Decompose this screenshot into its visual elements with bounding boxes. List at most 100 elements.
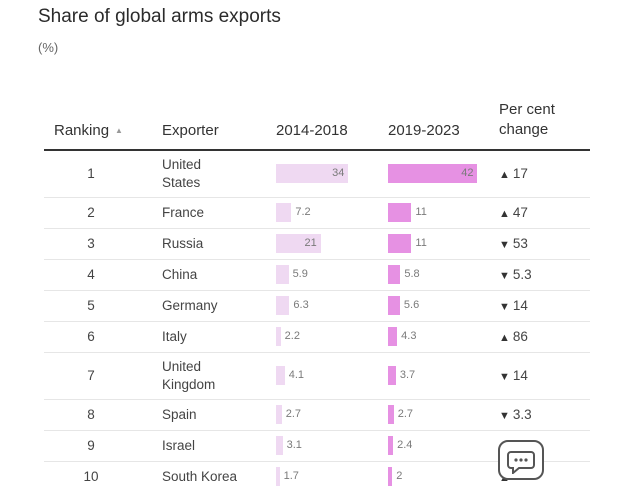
bar-2014-2018-label: 7.2 xyxy=(295,205,311,218)
bar-2019-2023 xyxy=(388,435,394,455)
change-cell: ▲ 17 xyxy=(499,165,528,184)
change-cell: ▼ 5.3 xyxy=(499,266,532,285)
exporter-name-line: France xyxy=(162,204,205,220)
exporter-cell: South Korea xyxy=(162,468,237,486)
exporter-name-line: United xyxy=(162,156,202,172)
decrease-arrow-icon: ▼ xyxy=(499,409,510,422)
bar-2019-2023 xyxy=(388,163,478,183)
row-divider xyxy=(44,430,590,431)
header-ranking-label: Ranking xyxy=(54,122,110,139)
header-ranking[interactable]: Ranking ▲ xyxy=(54,121,123,141)
exporter-name-line: Italy xyxy=(162,328,187,344)
row-divider xyxy=(44,259,590,260)
bar-2014-2018-label: 2.2 xyxy=(284,329,300,342)
bar-2014-2018 xyxy=(276,163,349,183)
exporter-cell: Italy xyxy=(162,328,187,346)
row-divider xyxy=(44,197,590,198)
header-2014-2018: 2014-2018 xyxy=(276,122,348,139)
bar-2019-2023-label: 2.4 xyxy=(397,438,413,451)
rank-cell: 4 xyxy=(87,266,95,282)
sort-ascending-icon[interactable]: ▲ xyxy=(115,126,123,136)
row-divider xyxy=(44,228,590,229)
change-value: 53 xyxy=(512,235,528,251)
increase-arrow-icon: ▲ xyxy=(499,168,510,181)
exporter-name-line: China xyxy=(162,266,198,282)
exporter-name-line: United xyxy=(162,358,202,374)
bar-2014-2018-label: 6.3 xyxy=(293,298,309,311)
exporter-name-line: Kingdom xyxy=(162,376,216,392)
bar-2019-2023-label: 11 xyxy=(415,236,427,249)
bar-2014-2018-label: 21 xyxy=(304,236,317,249)
header-2019-2023: 2019-2023 xyxy=(388,122,460,139)
header-per-cent-change: Per cent change xyxy=(499,100,555,140)
exporter-name-line: Germany xyxy=(162,297,218,313)
bar-2019-2023 xyxy=(388,466,393,486)
bar-2019-2023-label: 5.8 xyxy=(404,267,420,280)
change-cell: ▼ 14 xyxy=(499,367,528,386)
bar-2014-2018-label: 4.1 xyxy=(288,368,305,381)
bar-2014-2018 xyxy=(276,365,285,385)
bar-2019-2023 xyxy=(388,295,400,315)
bar-2014-2018-label: 1.7 xyxy=(283,469,299,482)
bar-2014-2018-label: 34 xyxy=(332,166,345,179)
header-change-line2: change xyxy=(499,121,549,138)
bar-2014-2018-label: 2.7 xyxy=(285,407,302,420)
exporter-cell: Russia xyxy=(162,235,203,253)
bar-2019-2023 xyxy=(388,404,394,424)
header-rule xyxy=(44,149,590,151)
change-value: 5.3 xyxy=(512,266,532,282)
rank-cell: 3 xyxy=(87,235,95,251)
bar-2019-2023-label: 5.6 xyxy=(403,298,420,311)
change-cell: ▼ 14 xyxy=(499,297,528,316)
bar-2014-2018 xyxy=(276,264,289,284)
bar-2019-2023-label: 3.7 xyxy=(399,368,416,381)
change-value: 86 xyxy=(512,328,528,344)
exporter-cell: China xyxy=(162,266,197,284)
change-cell: ▼ 3.3 xyxy=(499,406,532,425)
rank-cell: 9 xyxy=(87,437,95,453)
chart-subtitle: (%) xyxy=(38,40,59,55)
bar-2019-2023 xyxy=(388,202,412,222)
row-divider xyxy=(44,461,590,462)
bar-2014-2018 xyxy=(276,404,282,424)
change-value: 17 xyxy=(512,165,528,181)
change-value: 14 xyxy=(512,367,528,383)
increase-arrow-icon: ▲ xyxy=(499,207,510,220)
bar-2014-2018-label: 5.9 xyxy=(292,267,308,280)
decrease-arrow-icon: ▼ xyxy=(499,269,510,282)
decrease-arrow-icon: ▼ xyxy=(499,300,510,313)
rank-cell: 2 xyxy=(87,204,95,220)
bar-2014-2018 xyxy=(276,326,281,346)
decrease-arrow-icon: ▼ xyxy=(499,370,510,383)
bar-2014-2018-label: 3.1 xyxy=(286,438,302,451)
bar-2014-2018 xyxy=(276,295,290,315)
exporter-cell: Germany xyxy=(162,297,218,315)
exporter-name-line: Spain xyxy=(162,406,197,422)
bar-2019-2023-label: 4.3 xyxy=(401,329,417,342)
exporter-name-line: Israel xyxy=(162,437,196,453)
exporter-cell: France xyxy=(162,204,204,222)
bar-2019-2023 xyxy=(388,264,401,284)
decrease-arrow-icon: ▼ xyxy=(499,238,510,251)
chart-title: Share of global arms exports xyxy=(38,6,281,27)
bar-2019-2023 xyxy=(388,365,396,385)
row-divider xyxy=(44,290,590,291)
exporter-cell: Spain xyxy=(162,406,197,424)
row-divider xyxy=(44,399,590,400)
rank-cell: 6 xyxy=(87,328,95,344)
row-divider xyxy=(44,321,590,322)
bar-2019-2023-label: 2.7 xyxy=(397,407,414,420)
exporter-name-line: Russia xyxy=(162,235,204,251)
bar-2019-2023 xyxy=(388,233,412,253)
change-cell: ▲ 86 xyxy=(499,328,528,347)
change-value: 3.3 xyxy=(512,406,532,422)
bar-2014-2018 xyxy=(276,202,292,222)
rank-cell: 5 xyxy=(87,297,95,313)
bar-2019-2023-label: 42 xyxy=(461,166,474,179)
change-value: 47 xyxy=(512,204,528,220)
bar-2019-2023-label: 11 xyxy=(415,205,427,218)
chat-bubble-icon xyxy=(498,440,544,480)
exporter-name-line: South Korea xyxy=(162,468,238,484)
bar-2014-2018 xyxy=(276,233,321,253)
header-exporter: Exporter xyxy=(162,122,219,139)
